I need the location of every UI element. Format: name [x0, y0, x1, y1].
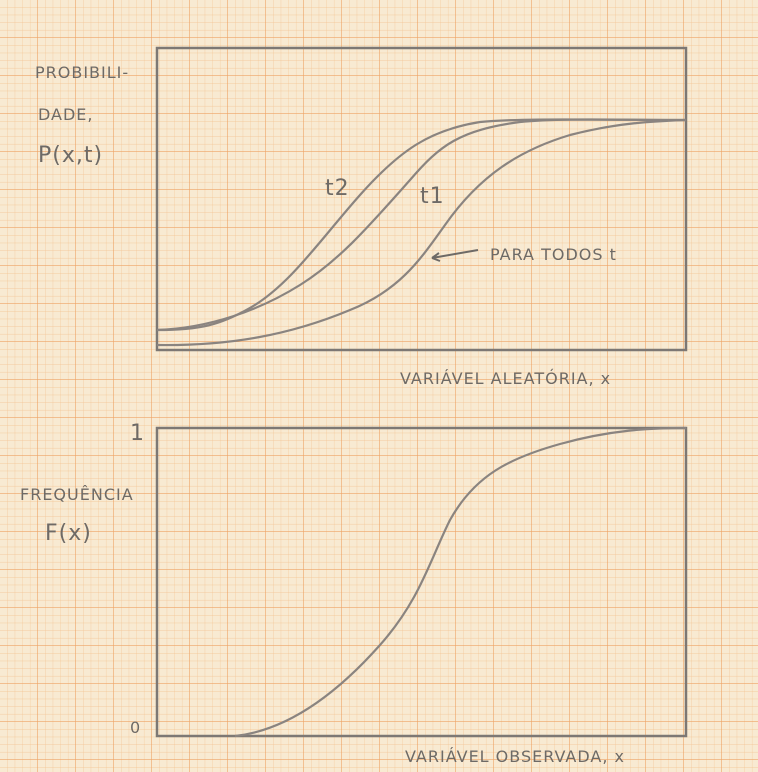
y-tick-label: 1: [130, 421, 145, 446]
y-label: PROBIBILI-: [35, 63, 129, 82]
y-tick-label: 0: [130, 718, 141, 737]
arrow: [431, 249, 479, 262]
curve-label: t2: [325, 176, 350, 201]
x-label: VARIÁVEL OBSERVADA, x: [405, 747, 625, 766]
bottom-frame: [155, 426, 688, 738]
curve-frequency: [234, 426, 687, 738]
y-label: P(x,t): [38, 143, 103, 168]
y-label: F(x): [45, 521, 92, 546]
curve-t1: [156, 118, 687, 332]
x-label: VARIÁVEL ALEATÓRIA, x: [400, 369, 611, 388]
curve-label: t1: [420, 184, 445, 209]
curve-all-t: [156, 118, 687, 347]
y-label: DADE,: [38, 105, 94, 124]
annotation: PARA TODOS t: [490, 245, 617, 264]
top-frame: [155, 46, 688, 352]
y-label: FREQUÊNCIA: [20, 485, 134, 504]
